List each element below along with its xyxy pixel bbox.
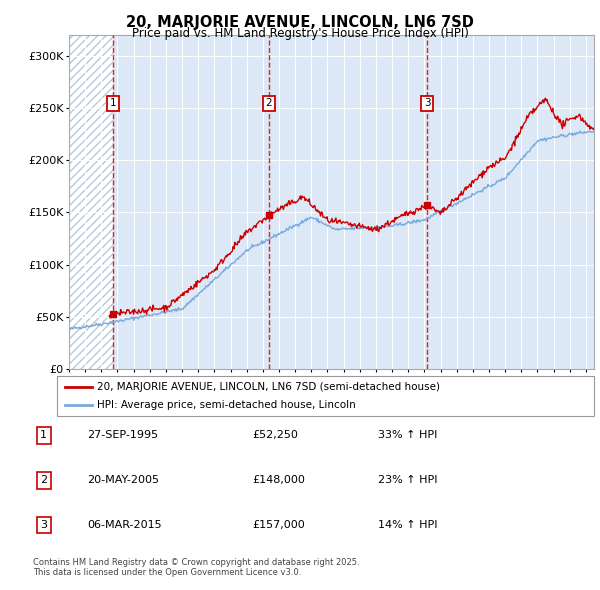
Text: 3: 3	[424, 98, 430, 108]
Text: 2: 2	[40, 476, 47, 485]
Text: HPI: Average price, semi-detached house, Lincoln: HPI: Average price, semi-detached house,…	[97, 400, 356, 410]
Text: 3: 3	[40, 520, 47, 530]
Bar	[69, 35, 113, 369]
Text: 33% ↑ HPI: 33% ↑ HPI	[378, 431, 437, 440]
Text: 06-MAR-2015: 06-MAR-2015	[87, 520, 161, 530]
FancyBboxPatch shape	[57, 376, 594, 416]
Text: 20, MARJORIE AVENUE, LINCOLN, LN6 7SD (semi-detached house): 20, MARJORIE AVENUE, LINCOLN, LN6 7SD (s…	[97, 382, 440, 392]
Text: 1: 1	[110, 98, 116, 108]
Text: 23% ↑ HPI: 23% ↑ HPI	[378, 476, 437, 485]
Text: 14% ↑ HPI: 14% ↑ HPI	[378, 520, 437, 530]
Text: £148,000: £148,000	[252, 476, 305, 485]
Text: £157,000: £157,000	[252, 520, 305, 530]
Text: Contains HM Land Registry data © Crown copyright and database right 2025.
This d: Contains HM Land Registry data © Crown c…	[33, 558, 359, 577]
Text: 20-MAY-2005: 20-MAY-2005	[87, 476, 159, 485]
Text: 2: 2	[266, 98, 272, 108]
Text: Price paid vs. HM Land Registry's House Price Index (HPI): Price paid vs. HM Land Registry's House …	[131, 27, 469, 40]
Text: 20, MARJORIE AVENUE, LINCOLN, LN6 7SD: 20, MARJORIE AVENUE, LINCOLN, LN6 7SD	[126, 15, 474, 30]
Text: 1: 1	[40, 431, 47, 440]
Text: £52,250: £52,250	[252, 431, 298, 440]
Text: 27-SEP-1995: 27-SEP-1995	[87, 431, 158, 440]
